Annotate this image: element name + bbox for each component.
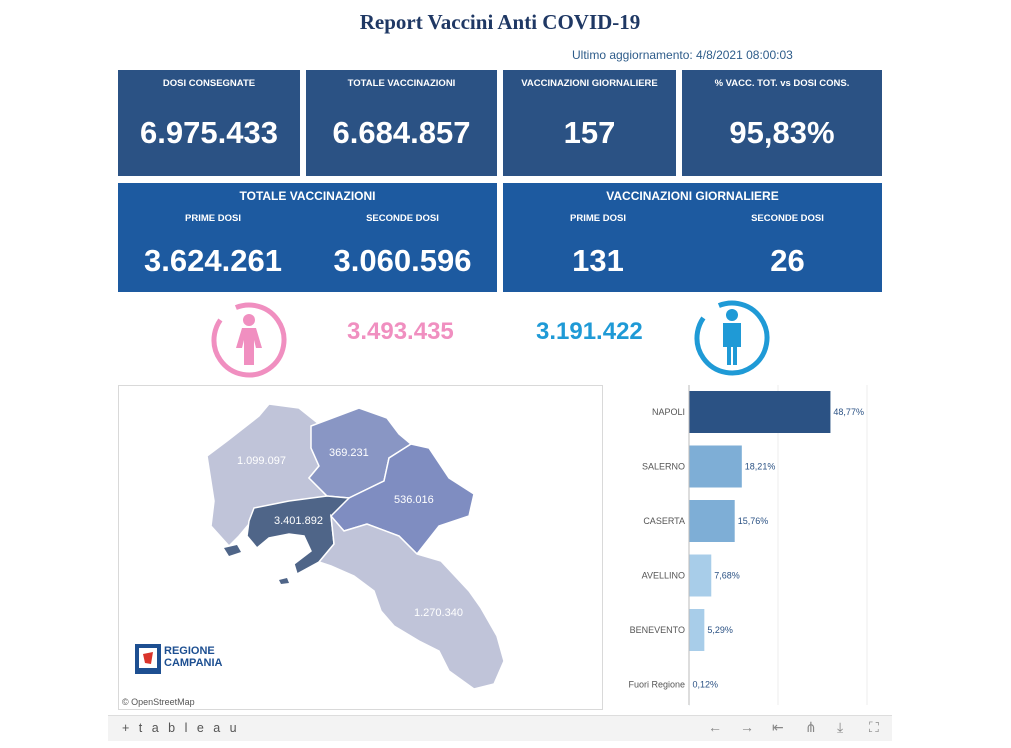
prime-dosi-label: PRIME DOSI — [570, 213, 626, 224]
bar-value-label: 18,21% — [745, 462, 776, 472]
map-region-salerno[interactable] — [317, 513, 505, 690]
kpi-value: 6.975.433 — [140, 115, 278, 150]
prime-dosi-label: PRIME DOSI — [185, 213, 241, 224]
prime-dosi-value: 131 — [572, 243, 624, 278]
logo-text-line1: REGIONE — [164, 645, 215, 657]
revert-icon[interactable]: ⇤ — [772, 719, 784, 735]
share-icon[interactable]: ⋔ — [805, 719, 817, 735]
male-icon — [694, 300, 770, 376]
bar-value-label: 15,76% — [738, 516, 769, 526]
kpi-label: VACCINAZIONI GIORNALIERE — [521, 78, 658, 89]
seconde-dosi-value: 3.060.596 — [333, 243, 472, 278]
undo-icon[interactable]: ← — [708, 719, 722, 735]
fullscreen-icon[interactable]: ⛶ — [869, 719, 879, 735]
redo-icon[interactable]: → — [740, 719, 754, 735]
map-region-napoli[interactable] — [246, 495, 351, 576]
bar-category-label: AVELLINO — [642, 571, 685, 581]
seconde-dosi-label: SECONDE DOSI — [366, 213, 439, 224]
totale-vaccinazioni-panel: TOTALE VACCINAZIONI PRIME DOSI SECONDE D… — [118, 183, 497, 292]
map-label-napoli: 3.401.892 — [274, 515, 323, 527]
map-label-caserta: 1.099.097 — [237, 455, 286, 467]
bar-value-label: 0,12% — [693, 680, 719, 690]
download-icon[interactable]: ⤓ — [837, 719, 844, 735]
map-label-salerno: 1.270.340 — [414, 607, 463, 619]
kpi-label: DOSI CONSEGNATE — [162, 78, 256, 89]
bar-category-label: Fuori Regione — [628, 680, 685, 690]
kpi-label: TOTALE VACCINAZIONI — [347, 78, 456, 89]
bar-category-label: CASERTA — [643, 516, 685, 526]
map-label-avellino: 536.016 — [394, 494, 434, 506]
bar-napoli[interactable] — [689, 391, 831, 433]
bar-category-label: BENEVENTO — [630, 625, 685, 635]
map-label-benevento: 369.231 — [329, 447, 369, 459]
seconde-dosi-value: 26 — [770, 243, 805, 278]
map-island-capri[interactable] — [279, 578, 289, 584]
bar-value-label: 7,68% — [714, 571, 740, 581]
female-icon — [211, 302, 287, 378]
panel-title: VACCINAZIONI GIORNALIERE — [606, 189, 779, 203]
bar-salerno[interactable] — [689, 445, 742, 488]
kpi-value: 6.684.857 — [332, 115, 471, 150]
bar-avellino[interactable] — [689, 554, 712, 597]
tableau-toolbar: + t a b l e a u ← → ⇤ ⋔ ⤓ ⛶ — [108, 715, 892, 741]
kpi-value: 95,83% — [729, 115, 835, 150]
province-bar-chart: NAPOLI 48,77% SALERNO 18,21% CASERTA 15,76% AV… — [618, 385, 898, 710]
logo-text-line2: CAMPANIA — [164, 657, 223, 669]
map-attribution: © OpenStreetMap — [122, 697, 195, 707]
tableau-logo[interactable]: + t a b l e a u — [122, 721, 240, 735]
seconde-dosi-label: SECONDE DOSI — [751, 213, 824, 224]
panel-title: TOTALE VACCINAZIONI — [239, 189, 376, 203]
kpi-value: 157 — [563, 115, 616, 150]
prime-dosi-value: 3.624.261 — [144, 243, 282, 278]
bar-value-label: 5,29% — [707, 625, 733, 635]
kpi-totale-vaccinazioni: TOTALE VACCINAZIONI 6.684.857 — [306, 70, 497, 176]
regione-campania-logo — [135, 644, 161, 674]
kpi-dosi-consegnate: DOSI CONSEGNATE 6.975.433 — [118, 70, 300, 176]
male-total: 3.191.422 — [536, 318, 643, 345]
bar-category-label: NAPOLI — [652, 407, 685, 417]
bar-value-label: 48,77% — [833, 407, 864, 417]
kpi-percent-vacc: % VACC. TOT. vs DOSI CONS. 95,83% — [682, 70, 882, 176]
bar-category-label: SALERNO — [642, 462, 685, 472]
map-island-ischia[interactable] — [224, 545, 241, 556]
female-total: 3.493.435 — [347, 318, 454, 345]
bar-benevento[interactable] — [689, 609, 705, 651]
last-updated: Ultimo aggiornamento: 4/8/2021 08:00:03 — [572, 48, 793, 62]
campania-map[interactable]: 1.099.097 369.231 536.016 3.401.892 1.27… — [118, 385, 603, 710]
bar-caserta[interactable] — [689, 500, 735, 542]
page-title: Report Vaccini Anti COVID-19 — [359, 10, 641, 34]
kpi-label: % VACC. TOT. vs DOSI CONS. — [714, 78, 850, 89]
vaccinazioni-giornaliere-panel: VACCINAZIONI GIORNALIERE PRIME DOSI SECO… — [503, 183, 882, 292]
kpi-vaccinazioni-giornaliere: VACCINAZIONI GIORNALIERE 157 — [503, 70, 676, 176]
